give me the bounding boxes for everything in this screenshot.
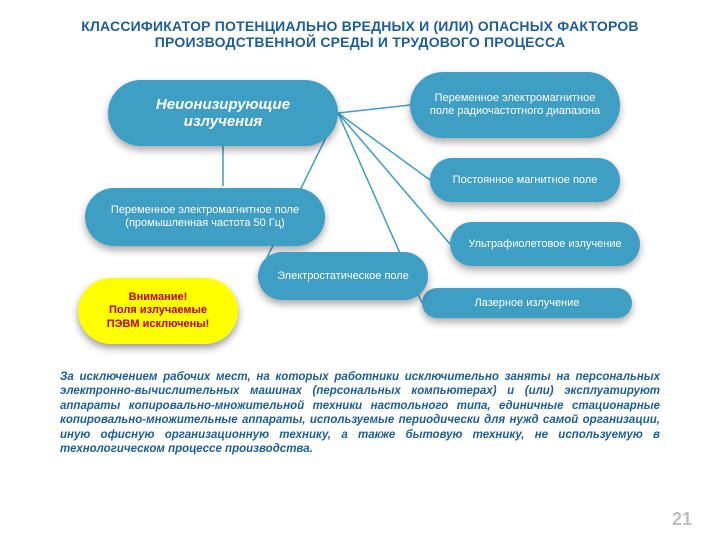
node-root: Неионизирующие излучения <box>108 80 338 146</box>
warning-bubble: Внимание! Поля излучаемые ПЭВМ исключены… <box>78 278 238 344</box>
node-electrostatic: Электростатическое поле <box>258 252 428 300</box>
warning-line-3: ПЭВМ исключены! <box>107 318 210 331</box>
node-uv: Ультрафиолетовое излучение <box>450 222 640 266</box>
warning-line-2: Поля излучаемые <box>107 304 210 317</box>
slide-page: КЛАССИФИКАТОР ПОТЕНЦИАЛЬНО ВРЕДНЫХ И (ИЛ… <box>0 0 720 540</box>
node-rf-field: Переменное электромагнитное поле радиоча… <box>410 72 620 138</box>
warning-line-1: Внимание! <box>107 291 210 304</box>
footnote-text: За исключением рабочих мест, на которых … <box>60 370 660 456</box>
page-number: 21 <box>672 509 692 530</box>
page-title: КЛАССИФИКАТОР ПОТЕНЦИАЛЬНО ВРЕДНЫХ И (ИЛ… <box>40 18 680 50</box>
node-50hz: Переменное электромагнитное поле (промыш… <box>85 188 325 246</box>
node-magnetic: Постоянное магнитное поле <box>430 158 620 202</box>
node-laser: Лазерное излучение <box>422 288 632 318</box>
